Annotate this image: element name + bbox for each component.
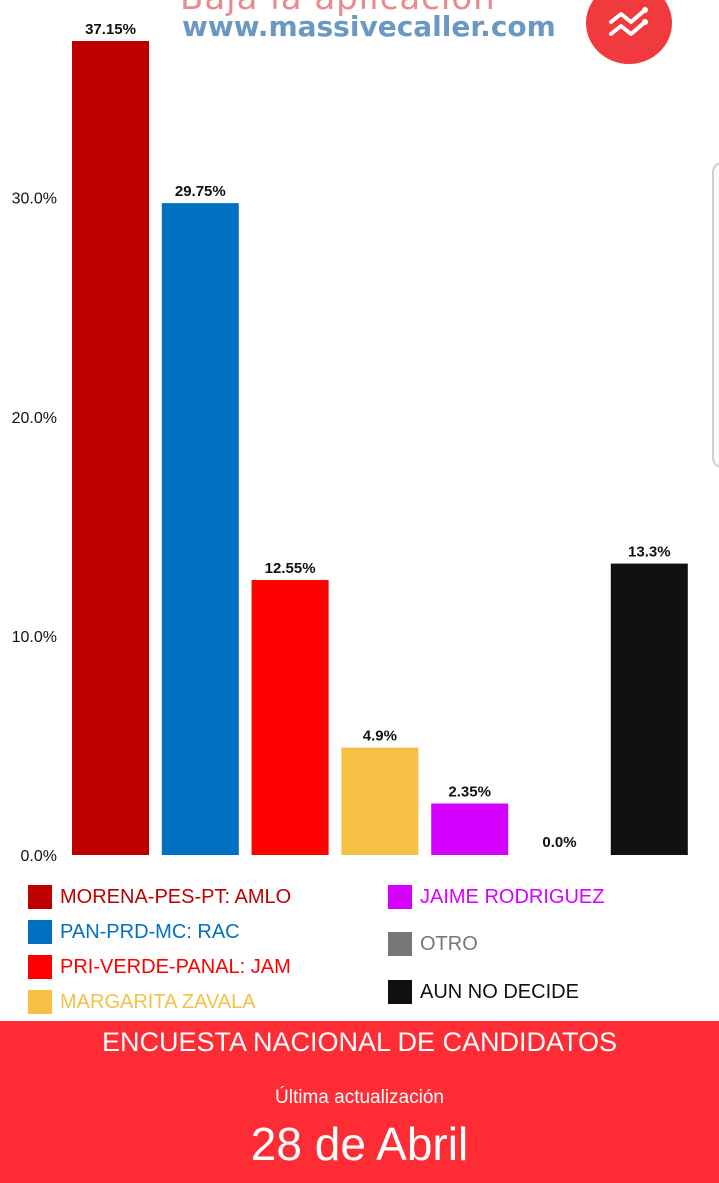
bar[interactable] [341, 747, 419, 855]
bar[interactable] [161, 203, 239, 855]
trend-button[interactable] [586, 0, 672, 64]
legend-item[interactable]: JAIME RODRIGUEZ [388, 884, 604, 910]
bar-data-label: 0.0% [542, 834, 576, 851]
legend-item[interactable]: PAN-PRD-MC: RAC [28, 919, 240, 945]
legend-swatch [388, 885, 412, 909]
bar-data-label: 2.35% [448, 784, 491, 801]
legend-swatch [388, 932, 412, 956]
survey-title: ENCUESTA NACIONAL DE CANDIDATOS [101, 1027, 618, 1057]
legend-label: PAN-PRD-MC: RAC [60, 920, 240, 943]
bar[interactable] [251, 580, 329, 855]
bar-data-label: 4.9% [363, 728, 397, 745]
y-tick-label: 10.0% [12, 629, 57, 646]
legend-swatch [28, 955, 52, 979]
last-update-label: Última actualización [275, 1087, 444, 1108]
trend-icon [609, 7, 648, 36]
legend-swatch [28, 885, 52, 909]
bar-data-label: 37.15% [85, 21, 136, 38]
legend-label: JAIME RODRIGUEZ [420, 885, 605, 908]
legend-item[interactable]: PRI-VERDE-PANAL: JAM [28, 954, 291, 980]
legend-label: MORENA-PES-PT: AMLO [60, 885, 292, 908]
legend-label: AUN NO DECIDE [420, 980, 579, 1003]
y-tick-label: 30.0% [12, 191, 57, 208]
legend-label: MARGARITA ZAVALA [60, 990, 256, 1013]
legend-item[interactable]: MORENA-PES-PT: AMLO [28, 884, 291, 910]
bar-chart: 0.0% 10.0% 20.0% 30.0% 37.15% 29.75% 12.55% 4.9… [12, 21, 688, 865]
bar[interactable] [610, 563, 688, 855]
app-promo-text[interactable]: Baja la aplicación [180, 0, 496, 18]
legend-label: PRI-VERDE-PANAL: JAM [60, 955, 291, 978]
bar[interactable] [72, 41, 149, 855]
bar-data-label: 12.55% [265, 560, 316, 577]
survey-footer-banner: ENCUESTA NACIONAL DE CANDIDATOS Última a… [0, 1021, 719, 1183]
chart-legend: MORENA-PES-PT: AMLO PAN-PRD-MC: RAC PRI-VE… [0, 876, 719, 1021]
legend-item[interactable]: OTRO [388, 931, 478, 957]
legend-swatch [388, 980, 412, 1004]
y-tick-label: 0.0% [21, 848, 57, 865]
legend-label: OTRO [420, 932, 478, 955]
site-url-link[interactable]: www.massivecaller.com [182, 10, 556, 43]
last-update-date: 28 de Abril [250, 1118, 469, 1170]
bar-data-label: 13.3% [628, 544, 671, 561]
legend-item[interactable]: MARGARITA ZAVALA [28, 989, 256, 1015]
y-tick-label: 20.0% [12, 410, 57, 427]
bar[interactable] [431, 803, 509, 855]
legend-swatch [28, 920, 52, 944]
legend-item[interactable]: AUN NO DECIDE [388, 979, 579, 1005]
bar-data-label: 29.75% [175, 183, 226, 200]
legend-swatch [28, 990, 52, 1014]
